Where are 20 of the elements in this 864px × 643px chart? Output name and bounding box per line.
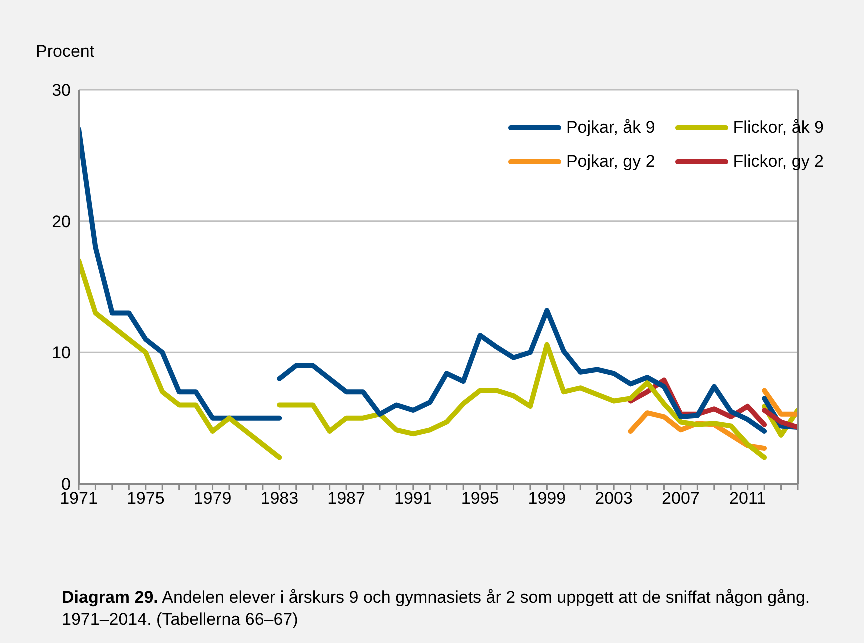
legend-label: Flickor, åk 9 [733, 118, 824, 138]
x-tick-label: 1975 [126, 489, 165, 508]
x-tick-label: 1999 [528, 489, 566, 508]
x-tick-label: 1971 [60, 489, 98, 508]
x-tick-label: 1991 [394, 489, 432, 508]
y-axis-title: Procent [36, 42, 95, 62]
text: Diagram 29. Andelen elever i årskurs 9 och gymnasiets år 2 som uppgett att de sniffat någon gång. 1971–2014. (Tabellerna 66–67) [62, 588, 810, 629]
x-tick-label: 1987 [328, 489, 366, 508]
y-tick-label: 30 [52, 81, 71, 100]
legend-label: Flickor, gy 2 [733, 152, 824, 172]
legend-label: Pojkar, åk 9 [566, 118, 656, 138]
x-tick-label: 2003 [595, 489, 633, 508]
legend-label: Pojkar, gy 2 [566, 152, 656, 172]
y-tick-label: 10 [52, 344, 71, 363]
y-tick-label: 20 [52, 212, 71, 232]
x-tick-label: 2011 [730, 489, 766, 508]
x-tick-label: 1995 [461, 489, 500, 508]
x-tick-label: 1979 [194, 489, 232, 508]
x-tick-label: 1983 [260, 489, 299, 508]
x-tick-label: 2007 [662, 489, 700, 508]
